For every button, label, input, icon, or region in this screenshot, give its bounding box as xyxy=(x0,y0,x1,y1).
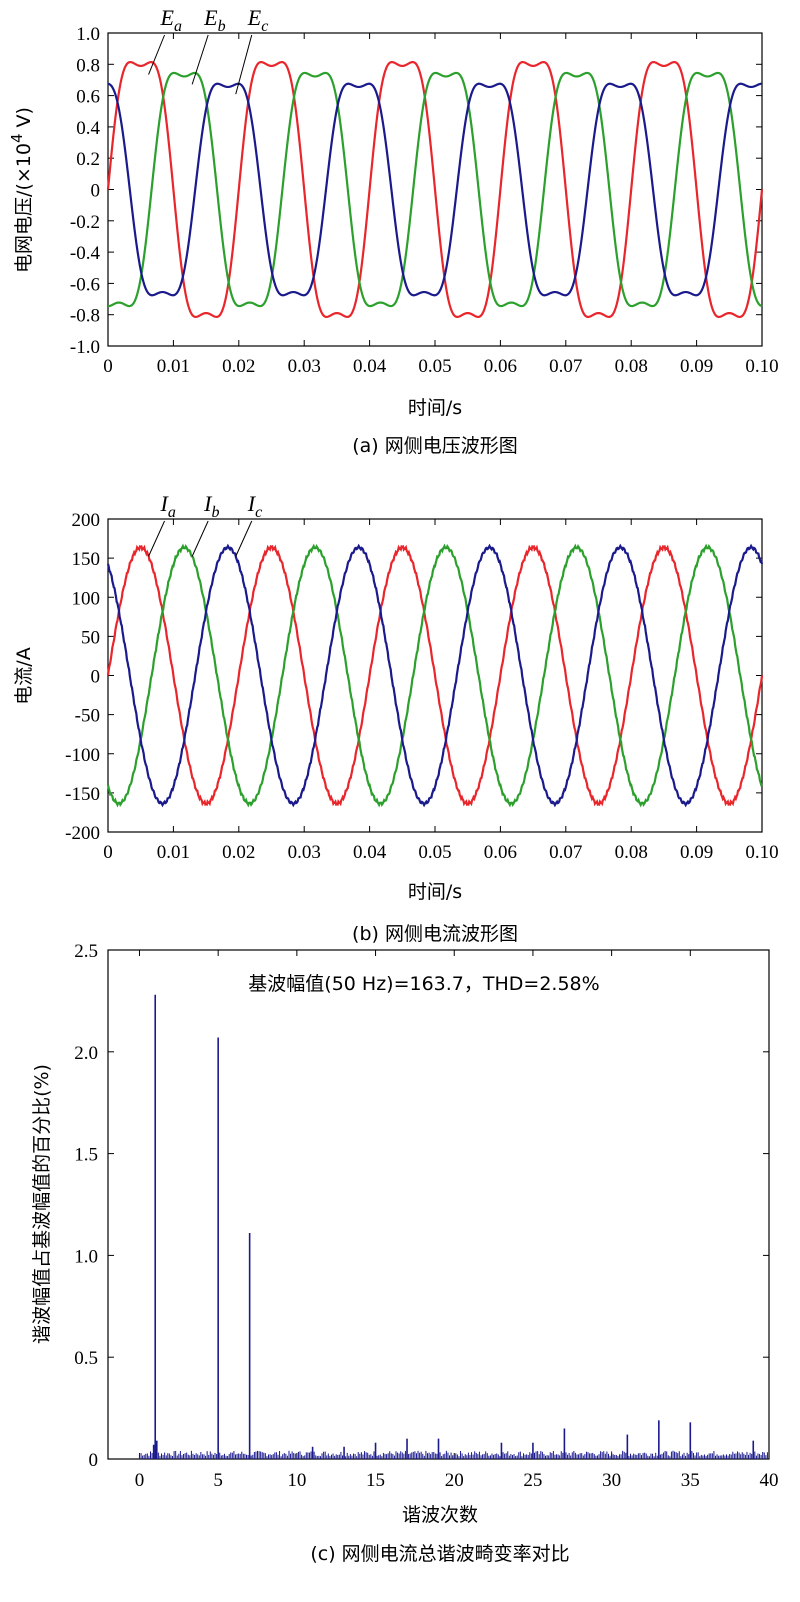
harmonic-y-axis-label: 谐波幅值占基波幅值的百分比(%) xyxy=(31,1064,53,1344)
series-leader-line xyxy=(148,34,166,75)
y-tick-label: 1.0 xyxy=(74,1246,98,1267)
x-tick-label: 0 xyxy=(103,842,113,863)
x-tick-label: 15 xyxy=(366,1470,385,1491)
x-tick-label: 0.01 xyxy=(157,356,190,377)
y-tick-label: 200 xyxy=(72,510,101,531)
harmonic-plot-frame xyxy=(107,949,770,1460)
series-leader-line xyxy=(191,34,209,85)
y-tick-label: -1.0 xyxy=(70,337,100,358)
voltage-y-axis-label: 电网电压/(×104 V) xyxy=(8,107,35,273)
current-chart: 0 0.01 0.02 0.03 0.04 0.05 0.06 0.07 0.08 0.09 0.1… xyxy=(13,491,779,945)
x-tick-label: 10 xyxy=(287,1470,306,1491)
y-tick-label: -0.6 xyxy=(70,274,100,295)
harmonic-x-axis-label: 谐波次数 xyxy=(402,1504,478,1526)
waveform-Ia xyxy=(106,544,764,807)
x-tick-label: 0.09 xyxy=(680,356,713,377)
waveform-Ic xyxy=(106,543,764,808)
series-leader-line xyxy=(148,520,166,557)
y-tick-label: -100 xyxy=(65,745,100,766)
current-caption: (b) 网侧电流波形图 xyxy=(352,923,518,945)
y-tick-label: 1.5 xyxy=(74,1145,98,1166)
y-tick-label: 0.4 xyxy=(76,118,100,139)
y-tick-label: 2.0 xyxy=(74,1043,98,1064)
voltage-caption: (a) 网侧电压波形图 xyxy=(352,435,518,457)
x-tick-label: 35 xyxy=(681,1470,700,1491)
waveform-Ea xyxy=(106,60,764,319)
y-tick-label: 1.0 xyxy=(76,24,100,45)
y-tick-label: -50 xyxy=(75,706,100,727)
y-tick-label: -0.4 xyxy=(70,243,101,264)
harmonic-chart: 0 5 10 15 20 25 30 35 40 0 0.5 1.0 1.5 2.0 2.5 基波幅值(50… xyxy=(31,941,779,1565)
y-tick-label: 0 xyxy=(91,667,101,688)
x-tick-label: 0.04 xyxy=(353,356,387,377)
current-ticks: 0 0.01 0.02 0.03 0.04 0.05 0.06 0.07 0.08 0.09 0.1… xyxy=(65,510,778,863)
series-label-Ic: Ic xyxy=(247,491,262,521)
voltage-series-labels: Ea Eb Ec xyxy=(148,5,269,95)
current-waveforms xyxy=(106,543,764,808)
series-leader-line xyxy=(191,520,209,557)
x-tick-label: 0.08 xyxy=(615,356,648,377)
x-tick-label: 20 xyxy=(445,1470,464,1491)
x-tick-label: 0.10 xyxy=(745,356,778,377)
y-tick-label: -0.2 xyxy=(70,212,100,233)
waveform-Ib xyxy=(106,543,763,808)
x-tick-label: 0.02 xyxy=(222,356,255,377)
waveform-Ec xyxy=(107,82,763,297)
current-y-axis-label: 电流/A xyxy=(13,647,35,704)
current-series-labels: Ia Ib Ic xyxy=(148,491,262,557)
y-tick-label: 0.2 xyxy=(76,149,100,170)
y-tick-label: 0.8 xyxy=(76,55,100,76)
x-tick-label: 0.02 xyxy=(222,842,255,863)
x-tick-label: 0.06 xyxy=(484,356,517,377)
y-tick-label: 2.5 xyxy=(74,941,98,962)
x-tick-label: 0.07 xyxy=(549,356,582,377)
voltage-ticks: 0 0.01 0.02 0.03 0.04 0.05 0.06 0.07 0.08 0.09 0.1… xyxy=(70,24,779,377)
harmonic-ticks: 0 5 10 15 20 25 30 35 40 0 0.5 1.0 1.5 2.0 2.5 xyxy=(74,941,778,1491)
series-label-Ec: Ec xyxy=(247,5,269,35)
x-tick-label: 0.08 xyxy=(615,842,648,863)
x-tick-label: 0.07 xyxy=(549,842,582,863)
x-tick-label: 25 xyxy=(523,1470,542,1491)
voltage-waveforms xyxy=(106,60,764,319)
current-x-axis-label: 时间/s xyxy=(408,881,462,903)
harmonic-caption: (c) 网侧电流总谐波畸变率对比 xyxy=(310,1543,569,1565)
y-tick-label: 0.6 xyxy=(76,87,100,108)
x-tick-label: 0.09 xyxy=(680,842,713,863)
series-leader-line xyxy=(235,34,253,95)
voltage-chart: 0 0.01 0.02 0.03 0.04 0.05 0.06 0.07 0.08 0.09 0.1… xyxy=(8,5,779,457)
y-tick-label: 100 xyxy=(72,588,101,609)
x-tick-label: 0.03 xyxy=(288,842,321,863)
harmonic-title: 基波幅值(50 Hz)=163.7，THD=2.58% xyxy=(248,973,599,995)
x-tick-label: 40 xyxy=(760,1470,779,1491)
x-tick-label: 0.05 xyxy=(418,842,451,863)
waveform-Eb xyxy=(107,71,763,308)
x-tick-label: 0.04 xyxy=(353,842,387,863)
x-tick-label: 0.01 xyxy=(157,842,190,863)
x-tick-label: 0 xyxy=(103,356,113,377)
y-tick-label: 0 xyxy=(89,1450,99,1471)
series-label-Ib: Ib xyxy=(203,491,219,521)
y-tick-label: 0 xyxy=(91,181,101,202)
y-tick-label: 150 xyxy=(72,549,101,570)
y-tick-label: 50 xyxy=(81,627,100,648)
x-tick-label: 30 xyxy=(602,1470,621,1491)
x-tick-label: 0.10 xyxy=(745,842,778,863)
x-tick-label: 5 xyxy=(213,1470,223,1491)
series-label-Eb: Eb xyxy=(203,5,225,35)
x-tick-label: 0.06 xyxy=(484,842,517,863)
series-label-Ia: Ia xyxy=(160,491,176,521)
y-tick-label: -200 xyxy=(65,823,100,844)
x-tick-label: 0 xyxy=(135,1470,145,1491)
series-leader-line xyxy=(235,520,253,557)
y-tick-label: 0.5 xyxy=(74,1348,98,1369)
series-label-Ea: Ea xyxy=(160,5,182,35)
y-tick-label: -0.8 xyxy=(70,306,100,327)
x-tick-label: 0.05 xyxy=(418,356,451,377)
y-tick-label: -150 xyxy=(65,784,100,805)
harmonic-bars xyxy=(138,994,768,1459)
x-tick-label: 0.03 xyxy=(288,356,321,377)
voltage-x-axis-label: 时间/s xyxy=(408,397,462,419)
